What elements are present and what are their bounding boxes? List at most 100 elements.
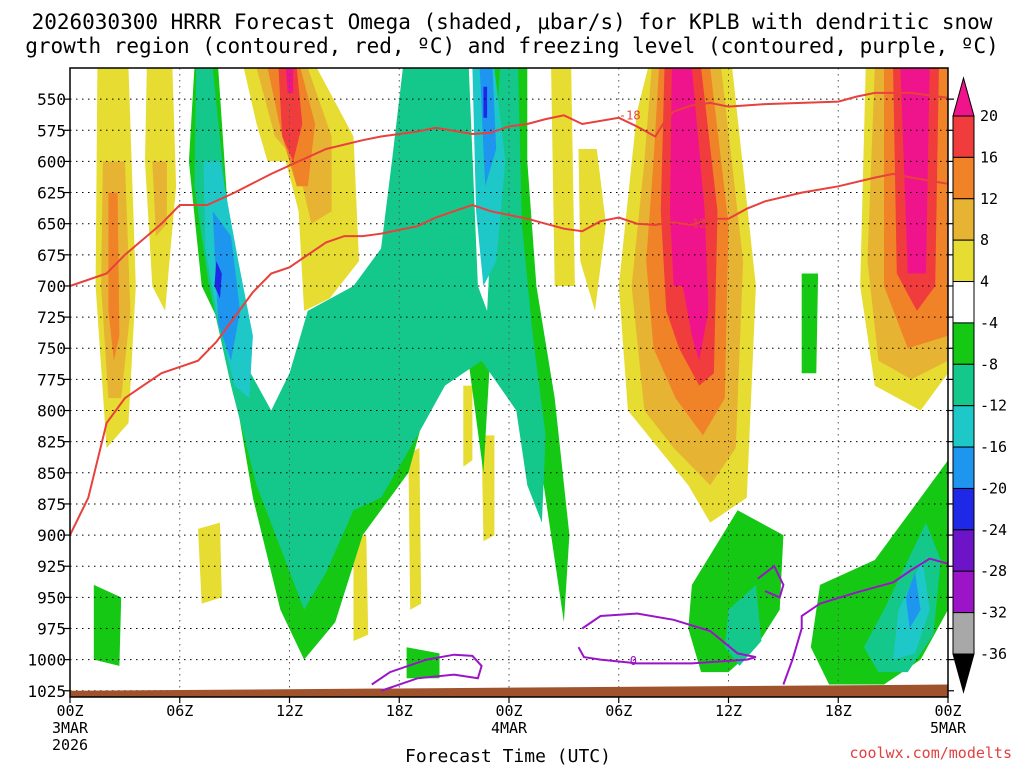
colorbar-box-12	[952, 198, 975, 241]
y-tick-label-550: 550	[37, 90, 66, 109]
pressure-axis: 550 575 600 625 650 675 700 725 750 775 800 825 850 8…	[27, 90, 954, 701]
x-tick-label-42: 18Z	[825, 702, 852, 720]
colorbar-box-16	[952, 156, 975, 200]
omega-region-16	[578, 149, 606, 311]
colorbar-box--16	[952, 446, 975, 489]
dgz-contour--18	[69, 91, 949, 287]
y-tick-label-1025: 1025	[27, 682, 66, 701]
colorbar-label--4: -4	[980, 314, 998, 332]
y-tick-label-625: 625	[37, 184, 66, 203]
x-tick-label-30: 06Z	[605, 702, 632, 720]
omega-region-6	[243, 68, 359, 311]
omega-region-5	[198, 522, 222, 604]
omega-region-9	[278, 68, 303, 162]
omega-region-35	[724, 584, 762, 666]
colorbar-box-8	[952, 239, 975, 283]
omega-region-4	[152, 161, 167, 237]
colorbar-box--20	[952, 487, 975, 531]
omega-region-2	[108, 192, 120, 361]
x-tick-label-48: 00Z	[934, 702, 961, 720]
colorbar-label-16: 16	[980, 148, 998, 166]
chart-title-line2: growth region (contoured, red, ºC) and f…	[25, 34, 999, 58]
y-tick-label-975: 975	[37, 619, 66, 638]
colorbar-label--24: -24	[980, 521, 1007, 539]
y-tick-label-650: 650	[37, 215, 66, 234]
y-tick-label-775: 775	[37, 370, 66, 389]
x-tick-label-24: 00Z	[495, 702, 522, 720]
colorbar-box-4	[952, 281, 975, 324]
colorbar-box--12	[952, 405, 975, 448]
omega-region-37	[472, 68, 506, 286]
omega-region-33	[194, 68, 546, 610]
colorbar-label--8: -8	[980, 355, 998, 373]
terrain-fill	[70, 684, 948, 697]
y-tick-label-1000: 1000	[27, 651, 66, 670]
y-tick-label-675: 675	[37, 246, 66, 265]
omega-region-21	[670, 68, 709, 361]
omega-region-11	[353, 535, 369, 641]
omega-region-32	[801, 273, 819, 374]
omega-region-41	[905, 572, 921, 629]
colorbar-box--28	[952, 570, 975, 614]
colorbar-label--16: -16	[980, 438, 1007, 456]
x-axis-label: Forecast Time (UTC)	[405, 746, 611, 767]
y-tick-label-725: 725	[37, 308, 66, 327]
colorbar-label--12: -12	[980, 397, 1007, 415]
colorbar-box--4	[952, 322, 975, 365]
x-tick-date-0: 3MAR	[52, 719, 89, 737]
colorbar-label--36: -36	[980, 645, 1007, 663]
y-tick-label-800: 800	[37, 402, 66, 421]
colorbar-label-12: 12	[980, 190, 998, 208]
x-tick-date-24: 4MAR	[491, 719, 528, 737]
colorbar-label--20: -20	[980, 479, 1007, 497]
omega-region-43	[483, 86, 488, 118]
omega-region-14	[551, 68, 575, 286]
y-tick-label-850: 850	[37, 464, 66, 483]
omega-region-12	[463, 385, 473, 467]
x-tick-label-18: 18Z	[386, 702, 413, 720]
omega-region-13	[481, 435, 495, 542]
grid-lines	[70, 68, 948, 697]
freezing-contour-0	[371, 653, 483, 692]
omega-region-26	[900, 68, 930, 274]
y-tick-label-575: 575	[37, 121, 66, 140]
x-tick-year-0: 2026	[52, 736, 88, 754]
dgz-contour--12	[69, 172, 949, 536]
colorbar-box--24	[952, 529, 975, 572]
colorbar-box--32	[952, 612, 975, 655]
dgz-label--18: -18	[619, 108, 641, 122]
y-tick-label-900: 900	[37, 526, 66, 545]
colorbar-label--32: -32	[980, 604, 1007, 622]
dgz-label-text: -12	[685, 217, 707, 231]
omega-shading	[93, 68, 948, 685]
omega-region-42	[214, 261, 222, 299]
colorbar: 20 16 12 8 4 -4 -8 -12 -16 -20 -24 -28 -32 -36	[952, 76, 1007, 694]
y-tick-label-700: 700	[37, 277, 66, 296]
y-tick-label-925: 925	[37, 557, 66, 576]
y-tick-label-600: 600	[37, 152, 66, 171]
dgz-label--12: -12	[685, 217, 707, 231]
colorbar-box-20	[952, 115, 975, 158]
y-tick-label-750: 750	[37, 339, 66, 358]
x-tick-label-0: 00Z	[56, 702, 83, 720]
y-tick-label-950: 950	[37, 588, 66, 607]
y-tick-label-825: 825	[37, 433, 66, 452]
credit-text: coolwx.com/modelts	[849, 744, 1012, 762]
terrain	[70, 684, 948, 697]
dgz-label-text: -18	[619, 108, 641, 122]
omega-region-29	[406, 647, 440, 679]
dgz-contours: -18 -12	[69, 91, 949, 536]
colorbar-box--8	[952, 363, 975, 407]
x-tick-label-12: 12Z	[276, 702, 303, 720]
omega-region-28	[93, 584, 122, 666]
colorbar-label--28: -28	[980, 562, 1007, 580]
x-tick-label-36: 12Z	[715, 702, 742, 720]
plot-area: -18 -12 0	[69, 67, 949, 698]
colorbar-label-20: 20	[980, 107, 998, 125]
freezing-label-0: 0	[630, 654, 637, 668]
freezing-contour-3	[782, 557, 949, 685]
colorbar-bottom-arrow	[952, 653, 975, 694]
freezing-contours: 0	[371, 557, 949, 692]
